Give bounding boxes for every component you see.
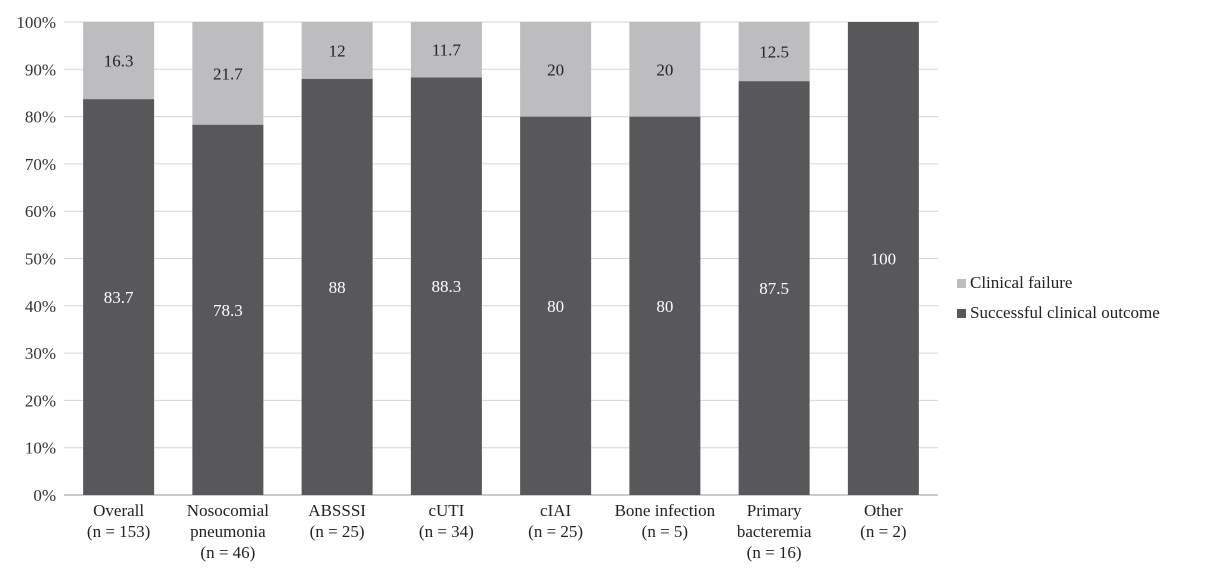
bar-failure-segment <box>192 22 264 125</box>
bar-success-segment <box>629 116 701 495</box>
data-label-failure: 16.3 <box>104 52 134 71</box>
y-tick-label: 0% <box>33 486 56 505</box>
data-label-success: 100 <box>871 250 897 269</box>
legend: Clinical failure Successful clinical out… <box>957 268 1160 328</box>
x-category-label: Primary <box>747 501 802 520</box>
legend-label-clinical-failure: Clinical failure <box>970 273 1073 292</box>
legend-item-clinical-failure: Clinical failure <box>957 268 1160 298</box>
bar-failure-segment <box>520 22 592 117</box>
x-category-label: Nosocomial <box>187 501 269 520</box>
data-label-success: 80 <box>656 297 673 316</box>
data-label-success: 80 <box>547 297 564 316</box>
x-category-label: (n = 34) <box>419 522 474 541</box>
x-category-label: (n = 25) <box>528 522 583 541</box>
y-tick-label: 80% <box>25 108 56 127</box>
x-category-label: (n = 2) <box>860 522 906 541</box>
y-tick-label: 90% <box>25 60 56 79</box>
legend-swatch-successful-outcome <box>957 308 966 318</box>
bar-failure-segment <box>301 22 373 79</box>
x-category-label: pneumonia <box>190 522 266 541</box>
data-label-failure: 20 <box>547 60 564 79</box>
x-category-label: (n = 5) <box>642 522 688 541</box>
x-category-label: Other <box>864 501 903 520</box>
bar-success-segment <box>738 81 810 495</box>
bar-failure-segment <box>410 22 482 78</box>
y-tick-label: 20% <box>25 391 56 410</box>
data-label-success: 83.7 <box>104 288 134 307</box>
bar-success-segment <box>520 116 592 495</box>
x-category-label: (n = 25) <box>310 522 365 541</box>
x-category-label: ABSSSI <box>308 501 366 520</box>
bar-failure-segment <box>738 22 810 82</box>
bar-success-segment <box>301 78 373 495</box>
y-tick-label: 100% <box>16 13 56 32</box>
y-tick-label: 70% <box>25 155 56 174</box>
bar-success-segment <box>410 77 482 495</box>
x-category-label: Bone infection <box>615 501 716 520</box>
data-label-success: 88 <box>329 278 346 297</box>
x-category-label: (n = 46) <box>200 543 255 562</box>
x-category-label: (n = 153) <box>87 522 150 541</box>
bar-failure-segment <box>629 22 701 117</box>
bar-success-segment <box>192 124 264 496</box>
data-label-failure: 21.7 <box>213 64 243 83</box>
y-tick-label: 50% <box>25 250 56 269</box>
x-category-label: cUTI <box>428 501 464 520</box>
y-tick-label: 30% <box>25 344 56 363</box>
data-label-success: 87.5 <box>759 279 789 298</box>
x-category-label: (n = 16) <box>747 543 802 562</box>
bar-failure-segment <box>83 22 155 100</box>
data-label-failure: 12 <box>329 41 346 60</box>
data-label-success: 88.3 <box>432 277 462 296</box>
x-category-label: cIAI <box>540 501 571 520</box>
y-tick-label: 10% <box>25 439 56 458</box>
data-label-failure: 20 <box>656 60 673 79</box>
bar-success-segment <box>847 22 919 495</box>
y-tick-label: 40% <box>25 297 56 316</box>
y-tick-label: 60% <box>25 202 56 221</box>
legend-label-successful-outcome: Successful clinical outcome <box>970 303 1160 322</box>
data-label-failure: 11.7 <box>432 41 462 60</box>
x-category-label: Overall <box>93 501 144 520</box>
legend-item-successful-outcome: Successful clinical outcome <box>957 298 1160 328</box>
data-label-success: 78.3 <box>213 301 243 320</box>
legend-swatch-clinical-failure <box>957 278 966 288</box>
data-label-failure: 12.5 <box>759 43 789 62</box>
x-category-label: bacteremia <box>737 522 812 541</box>
bar-success-segment <box>83 99 155 495</box>
